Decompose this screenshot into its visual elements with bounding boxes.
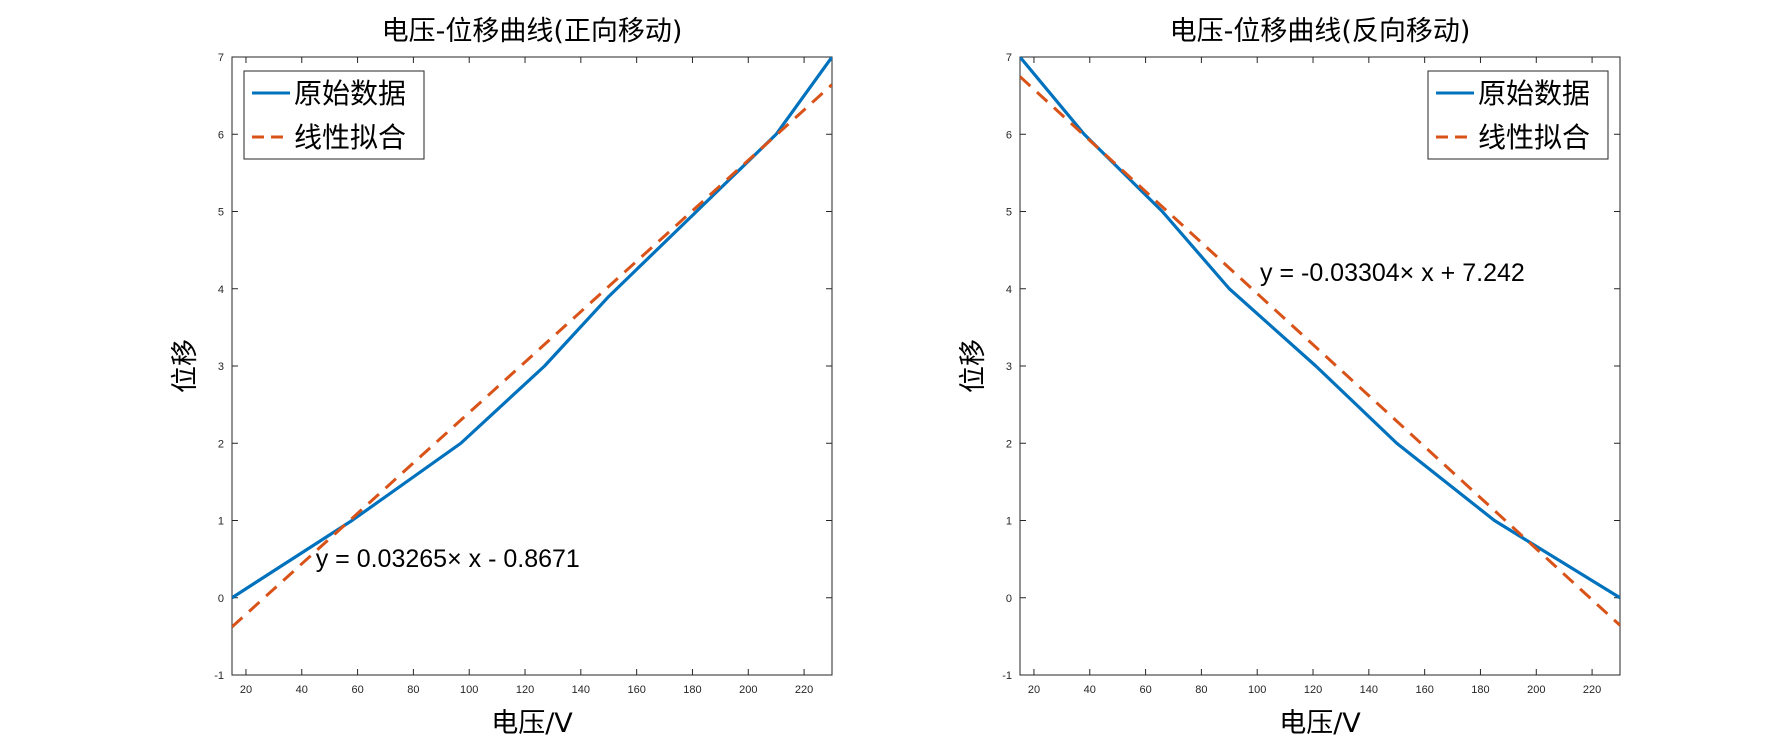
chart2-xtick-label: 140 [1360, 684, 1378, 696]
chart1-ytick-label: 4 [218, 284, 224, 296]
chart2-ytick-label: 3 [1006, 361, 1012, 373]
chart1-legend-box [243, 70, 425, 160]
chart2-fit-equation: y = -0.03304× x + 7.242 [1260, 259, 1525, 287]
chart2-legend-label-2: 线性拟合 [1478, 121, 1590, 154]
chart2-xtick-label: 40 [1084, 684, 1096, 696]
chart1-xtick-label: 140 [572, 684, 590, 696]
chart2-ytick-label: 1 [1006, 516, 1012, 528]
chart1-ytick-label: 0 [218, 593, 224, 605]
chart2-ytick-label: 5 [1006, 207, 1012, 219]
chart1-legend-label-2: 线性拟合 [294, 121, 406, 154]
chart2-title: 电压-位移曲线(反向移动) [1170, 16, 1471, 47]
chart1-ytick-label: 6 [218, 129, 224, 141]
chart1-xtick-label: 40 [296, 684, 308, 696]
chart1-fit-equation: y = 0.03265× x - 0.8671 [316, 545, 580, 573]
chart2-ytick-label: 0 [1006, 593, 1012, 605]
chart2-fit-line [1020, 75, 1620, 627]
chart1-y-axis-label: 位移 [170, 339, 201, 393]
chart1-legend-label-1: 原始数据 [294, 77, 406, 110]
chart1-ytick-label: 2 [218, 438, 224, 450]
chart1-xtick-label: 60 [351, 684, 363, 696]
chart2-plot-area [1019, 56, 1621, 676]
chart2-y-axis-label: 位移 [958, 339, 989, 393]
chart2-ytick-label: 6 [1006, 129, 1012, 141]
chart2-xtick-label: 60 [1139, 684, 1151, 696]
chart1-title: 电压-位移曲线(正向移动) [382, 16, 683, 47]
chart1-xtick-label: 120 [516, 684, 534, 696]
chart1-x-axis-label: 电压/V [491, 708, 573, 739]
chart2-x-axis-label: 电压/V [1279, 708, 1361, 739]
chart2-ytick-label: 7 [1006, 52, 1012, 64]
chart1-xtick-label: 160 [627, 684, 645, 696]
chart1-ytick-label: 5 [218, 207, 224, 219]
chart2-xtick-label: 180 [1471, 684, 1489, 696]
chart1-xtick-label: 20 [240, 684, 252, 696]
chart2-xtick-label: 120 [1304, 684, 1322, 696]
chart1-ytick-label: 1 [218, 516, 224, 528]
chart2-xtick-label: 200 [1527, 684, 1545, 696]
chart2-ytick-label: 2 [1006, 438, 1012, 450]
chart1-ytick-label: 7 [218, 52, 224, 64]
chart1-ytick-label: -1 [214, 670, 224, 682]
chart2-legend-box [1427, 70, 1609, 160]
chart2-xtick-label: 220 [1583, 684, 1601, 696]
chart1-xtick-label: 200 [739, 684, 757, 696]
chart1-ytick-label: 3 [218, 361, 224, 373]
chart2-xtick-label: 20 [1028, 684, 1040, 696]
chart2-xtick-label: 80 [1195, 684, 1207, 696]
chart1-xtick-label: 180 [683, 684, 701, 696]
chart1-xtick-label: 220 [795, 684, 813, 696]
chart1-plot-area [231, 56, 833, 676]
chart2-ytick-label: -1 [1002, 670, 1012, 682]
chart1-xtick-label: 100 [460, 684, 478, 696]
chart2-xtick-label: 160 [1415, 684, 1433, 696]
chart2-legend-label-1: 原始数据 [1478, 77, 1590, 110]
chart2-ytick-label: 4 [1006, 284, 1012, 296]
chart2-xtick-label: 100 [1248, 684, 1266, 696]
chart1-xtick-label: 80 [407, 684, 419, 696]
chart1-fit-line [232, 83, 832, 628]
